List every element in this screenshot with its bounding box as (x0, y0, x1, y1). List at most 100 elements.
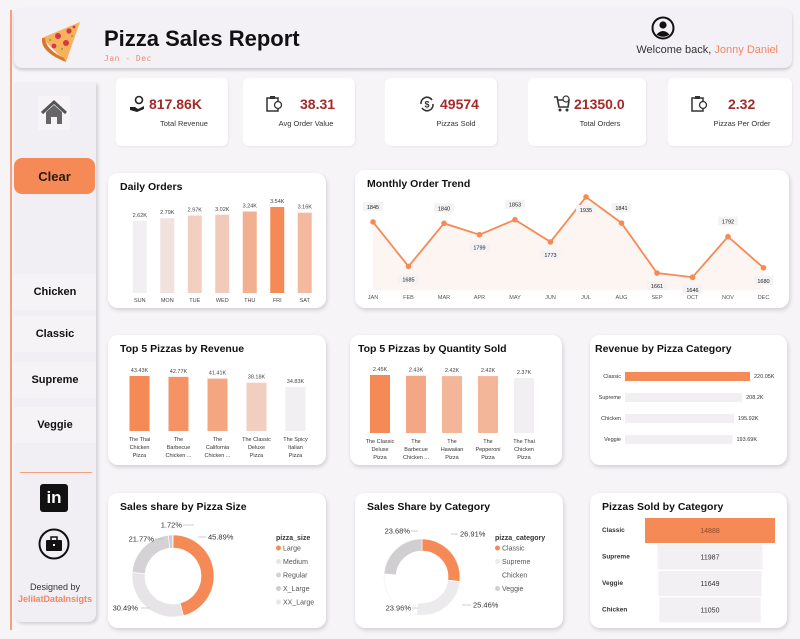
bar (625, 372, 750, 381)
x-tick-label: The (213, 437, 222, 443)
bar (132, 220, 147, 293)
kpi-label: Avg Order Value (278, 119, 334, 128)
legend-title: pizza_size (276, 535, 310, 542)
accent-line (10, 10, 12, 630)
pizzas-sold-chart: Classic 14888 Supreme 11987 Veggie 11649 Chick… (602, 518, 775, 623)
label-bg (647, 281, 667, 291)
data-point (512, 216, 518, 223)
x-tick-label: Chicken ... (205, 453, 231, 459)
data-label: 23.96% (386, 604, 412, 613)
data-point (476, 231, 483, 238)
data-label: 14888 (700, 528, 720, 535)
data-label: 23.68% (385, 527, 411, 536)
data-label: 1661 (651, 284, 663, 290)
data-label: 2.42K (481, 368, 496, 374)
kpi-value: 21350.0 (574, 96, 625, 112)
x-tick-label: JAN (368, 295, 378, 301)
data-label: 2.42K (445, 368, 460, 374)
sales-by-size-chart: 45.89% 30.49% 21.77% 1.72% pizza_size Large Me… (113, 521, 314, 618)
data-label: 1.72% (161, 521, 183, 530)
label-bg (434, 203, 454, 213)
bar (514, 377, 534, 433)
sidebar: Clear Chicken Classic Supreme Veggie in … (14, 82, 96, 622)
data-label: 30.49% (113, 604, 139, 613)
x-tick-label: FEB (403, 295, 414, 301)
data-label: 1680 (757, 279, 769, 285)
x-tick-label: Pizza (250, 453, 264, 459)
x-tick-label: The (411, 439, 420, 445)
top5-revenue-card: Top 5 Pizzas by Revenue 43.43K The Thai Ch… (108, 335, 326, 465)
designed-by: Designed by JelilatDataInsigts (14, 581, 96, 605)
sales-by-category-chart: 26.91% 25.46% 23.96% 23.68% pizza_category Cl… (383, 527, 545, 616)
legend-item: Chicken (502, 573, 527, 580)
data-label: 3.02K (215, 207, 230, 213)
kpi-value: 817.86K (149, 96, 202, 112)
y-tick-label: Chicken (601, 416, 621, 422)
x-tick-label: Chicken ... (166, 453, 192, 459)
receipt-icon (691, 96, 708, 112)
bar (659, 597, 761, 623)
x-tick-label: Pizza (133, 453, 147, 459)
user-name: Jonny Daniel (714, 44, 778, 56)
label-bg (398, 274, 419, 284)
x-tick-label: OCT (687, 295, 699, 301)
bar (645, 518, 775, 543)
kpi-label: Pizzas Sold (436, 119, 476, 128)
data-point (583, 194, 589, 200)
data-label: 2.43K (409, 368, 424, 374)
y-tick-label: Supreme (599, 395, 621, 401)
x-tick-label: FRI (273, 298, 282, 304)
x-tick-label: The (483, 439, 492, 445)
data-label: 43.43K (131, 368, 149, 374)
y-tick-label: Chicken (602, 607, 627, 614)
x-tick-label: Italian (288, 445, 303, 451)
bar (625, 414, 734, 423)
label-bg (363, 201, 383, 211)
legend-marker (276, 545, 281, 551)
data-label: 42.77K (170, 369, 188, 375)
data-point (547, 239, 554, 245)
slicer-item-supreme[interactable]: Supreme (14, 362, 96, 398)
legend-marker (276, 572, 281, 578)
label-bg (611, 203, 632, 213)
data-label: 2.45K (373, 367, 388, 373)
kpi-total-orders: 21350.0 Total Orders (528, 78, 646, 146)
user-circle-icon[interactable] (651, 16, 675, 40)
slicer-item-veggie[interactable]: Veggie (14, 407, 96, 443)
legend-item: Regular (283, 573, 308, 580)
x-tick-label: AUG (616, 295, 628, 301)
slicer-item-chicken[interactable]: Chicken (14, 274, 96, 310)
bar (129, 376, 150, 431)
legend-marker (495, 545, 500, 551)
date-range: Jan - Dec (104, 54, 152, 63)
x-tick-label: Hawaiian (441, 447, 464, 453)
bar (285, 387, 306, 431)
x-tick-label: MON (161, 298, 174, 304)
welcome-text: Welcome back, Jonny Daniel (636, 44, 778, 56)
x-tick-label: The Classic (242, 437, 271, 443)
home-icon[interactable] (38, 96, 70, 130)
chart-title: Pizzas Sold by Category (602, 501, 724, 513)
sales-by-size-card: Sales share by Pizza Size 45.89% 30.49% 21… (108, 493, 326, 628)
linkedin-icon[interactable]: in (40, 484, 68, 512)
bar (187, 215, 202, 293)
legend-item: Classic (502, 546, 525, 553)
bar (658, 571, 762, 596)
x-tick-label: Pepperoni (475, 447, 500, 453)
data-label: 1853 (509, 203, 521, 209)
area-fill (373, 196, 764, 290)
x-tick-label: MAR (438, 295, 450, 301)
x-tick-label: THU (244, 298, 255, 304)
kpi-label: Total Orders (579, 119, 621, 128)
briefcase-icon[interactable] (38, 528, 70, 560)
x-tick-label: JUN (545, 295, 556, 301)
pie-slice (421, 538, 461, 582)
x-tick-label: SEP (651, 295, 662, 301)
chart-title: Sales share by Pizza Size (120, 501, 247, 513)
x-tick-label: Barbecue (404, 447, 428, 453)
x-tick-label: SAT (300, 298, 311, 304)
daily-orders-chart: 2.62K SUN 2.79K MON 2.97K TUE 3.02K WED 3.24K THU… (132, 199, 313, 304)
clear-button[interactable]: Clear (14, 158, 95, 194)
designer-name[interactable]: JelilatDataInsigts (17, 594, 93, 604)
slicer-item-classic[interactable]: Classic (14, 316, 96, 352)
